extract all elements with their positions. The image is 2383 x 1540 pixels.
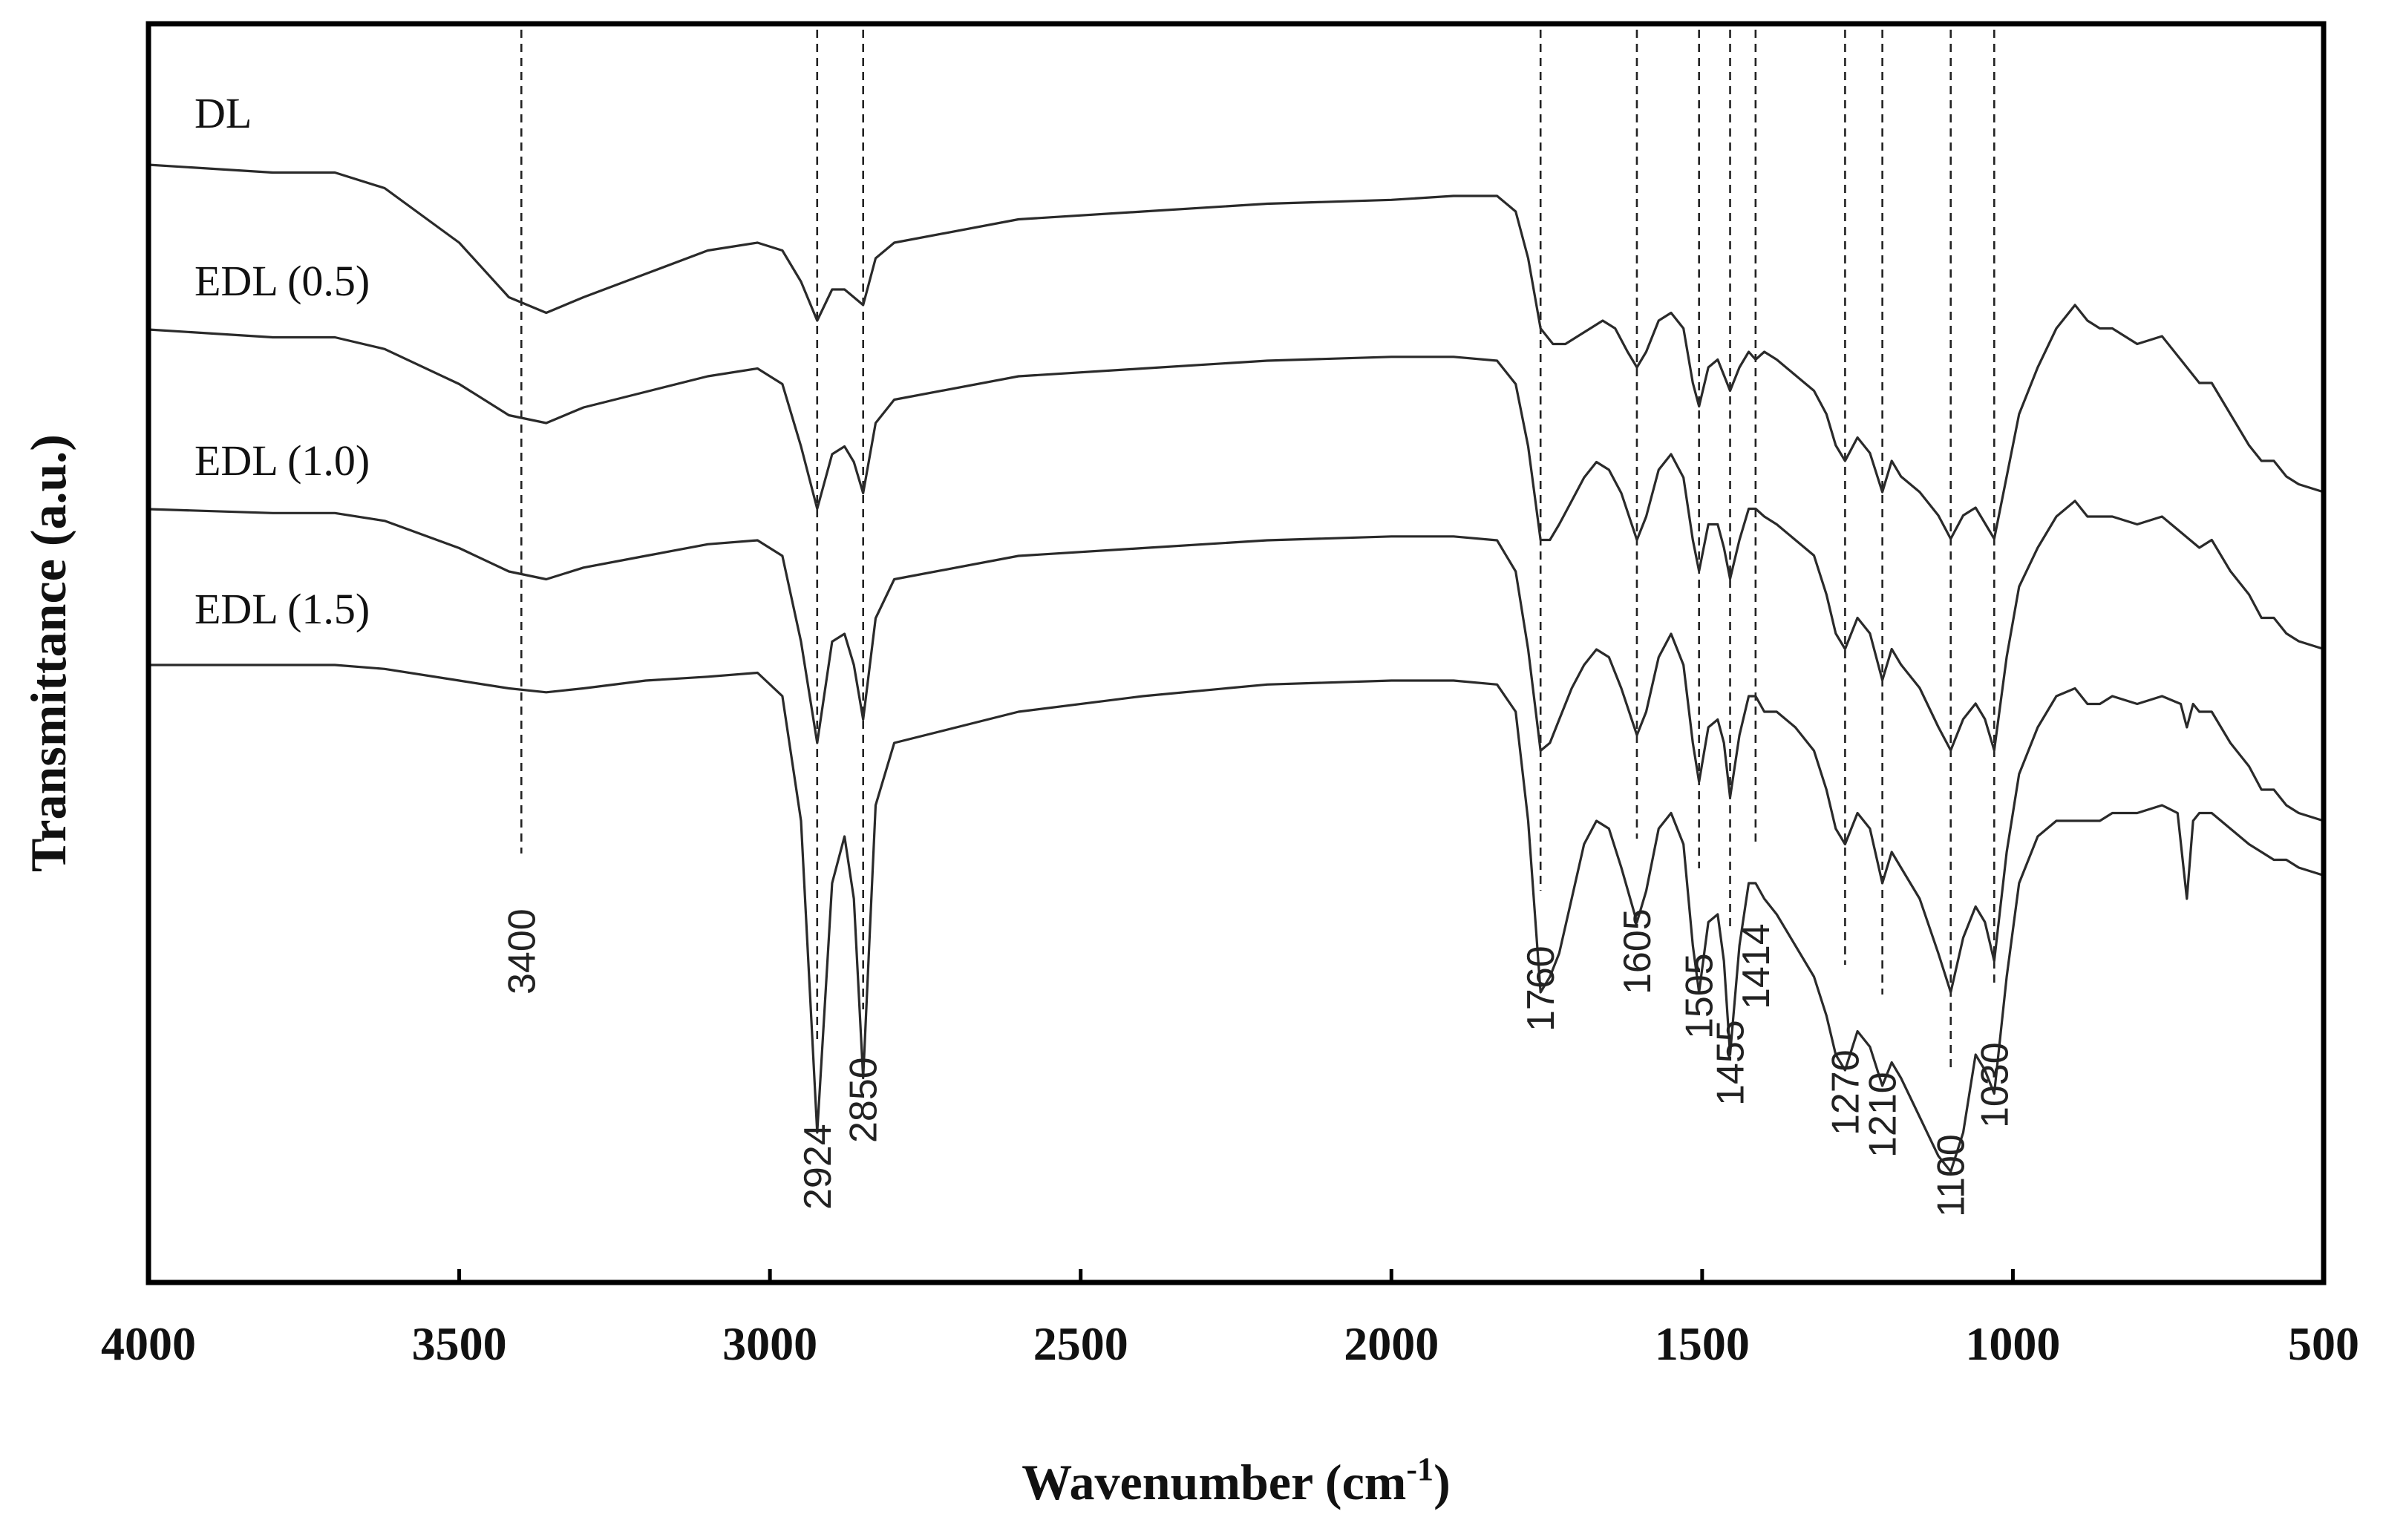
peak-label-2850: 2850 xyxy=(843,1057,886,1143)
x-tick-label: 2000 xyxy=(1344,1317,1439,1370)
peak-label-1455: 1455 xyxy=(1710,1020,1753,1106)
peak-label-1505: 1505 xyxy=(1678,953,1722,1039)
peak-label-1100: 1100 xyxy=(1930,1134,1973,1217)
series-label: DL xyxy=(195,89,252,137)
plot-frame xyxy=(146,21,2327,1285)
x-axis-tick-labels: 4000 3500 3000 2500 2000 1500 1000 500 xyxy=(101,1317,2359,1370)
series-label: EDL (0.5) xyxy=(195,257,370,305)
y-axis-title: Transmittance (a.u.) xyxy=(20,434,76,872)
x-axis-title: Wavenumber (cm-1) xyxy=(1021,1451,1450,1510)
peak-label-1270: 1270 xyxy=(1824,1049,1867,1136)
x-tick-label: 3000 xyxy=(722,1317,817,1370)
trace-edl-1-5 xyxy=(148,663,2324,1173)
peak-label-1210: 1210 xyxy=(1862,1072,1905,1158)
peak-label-1414: 1414 xyxy=(1735,923,1778,1009)
trace-dl xyxy=(148,163,2324,540)
x-axis-title-superscript: -1 xyxy=(1406,1451,1434,1487)
trace-edl-0-5 xyxy=(148,328,2324,752)
x-tick-label: 1000 xyxy=(1965,1317,2060,1370)
peak-marker-lines xyxy=(520,30,1995,1069)
series-label: EDL (1.5) xyxy=(195,585,370,633)
x-tick-label: 2500 xyxy=(1033,1317,1128,1370)
x-tick-label: 500 xyxy=(2288,1317,2359,1370)
series-labels: DL EDL (0.5) EDL (1.0) EDL (1.5) xyxy=(195,89,370,633)
x-tick-label: 1500 xyxy=(1655,1317,1750,1370)
peak-label-3400: 3400 xyxy=(500,908,543,995)
x-tick-label: 4000 xyxy=(101,1317,196,1370)
series-label: EDL (1.0) xyxy=(195,436,370,485)
x-tick-label: 3500 xyxy=(412,1317,507,1370)
peak-label-1030: 1030 xyxy=(1973,1042,2016,1128)
peak-label-1605: 1605 xyxy=(1616,908,1659,995)
x-axis-ticks xyxy=(146,1269,2326,1282)
peak-label-2924: 2924 xyxy=(797,1124,840,1210)
x-axis-title-end: ) xyxy=(1434,1454,1451,1510)
spectrum-traces xyxy=(148,163,2324,1173)
peak-label-1760: 1760 xyxy=(1520,946,1563,1032)
trace-edl-1-0 xyxy=(148,508,2324,994)
